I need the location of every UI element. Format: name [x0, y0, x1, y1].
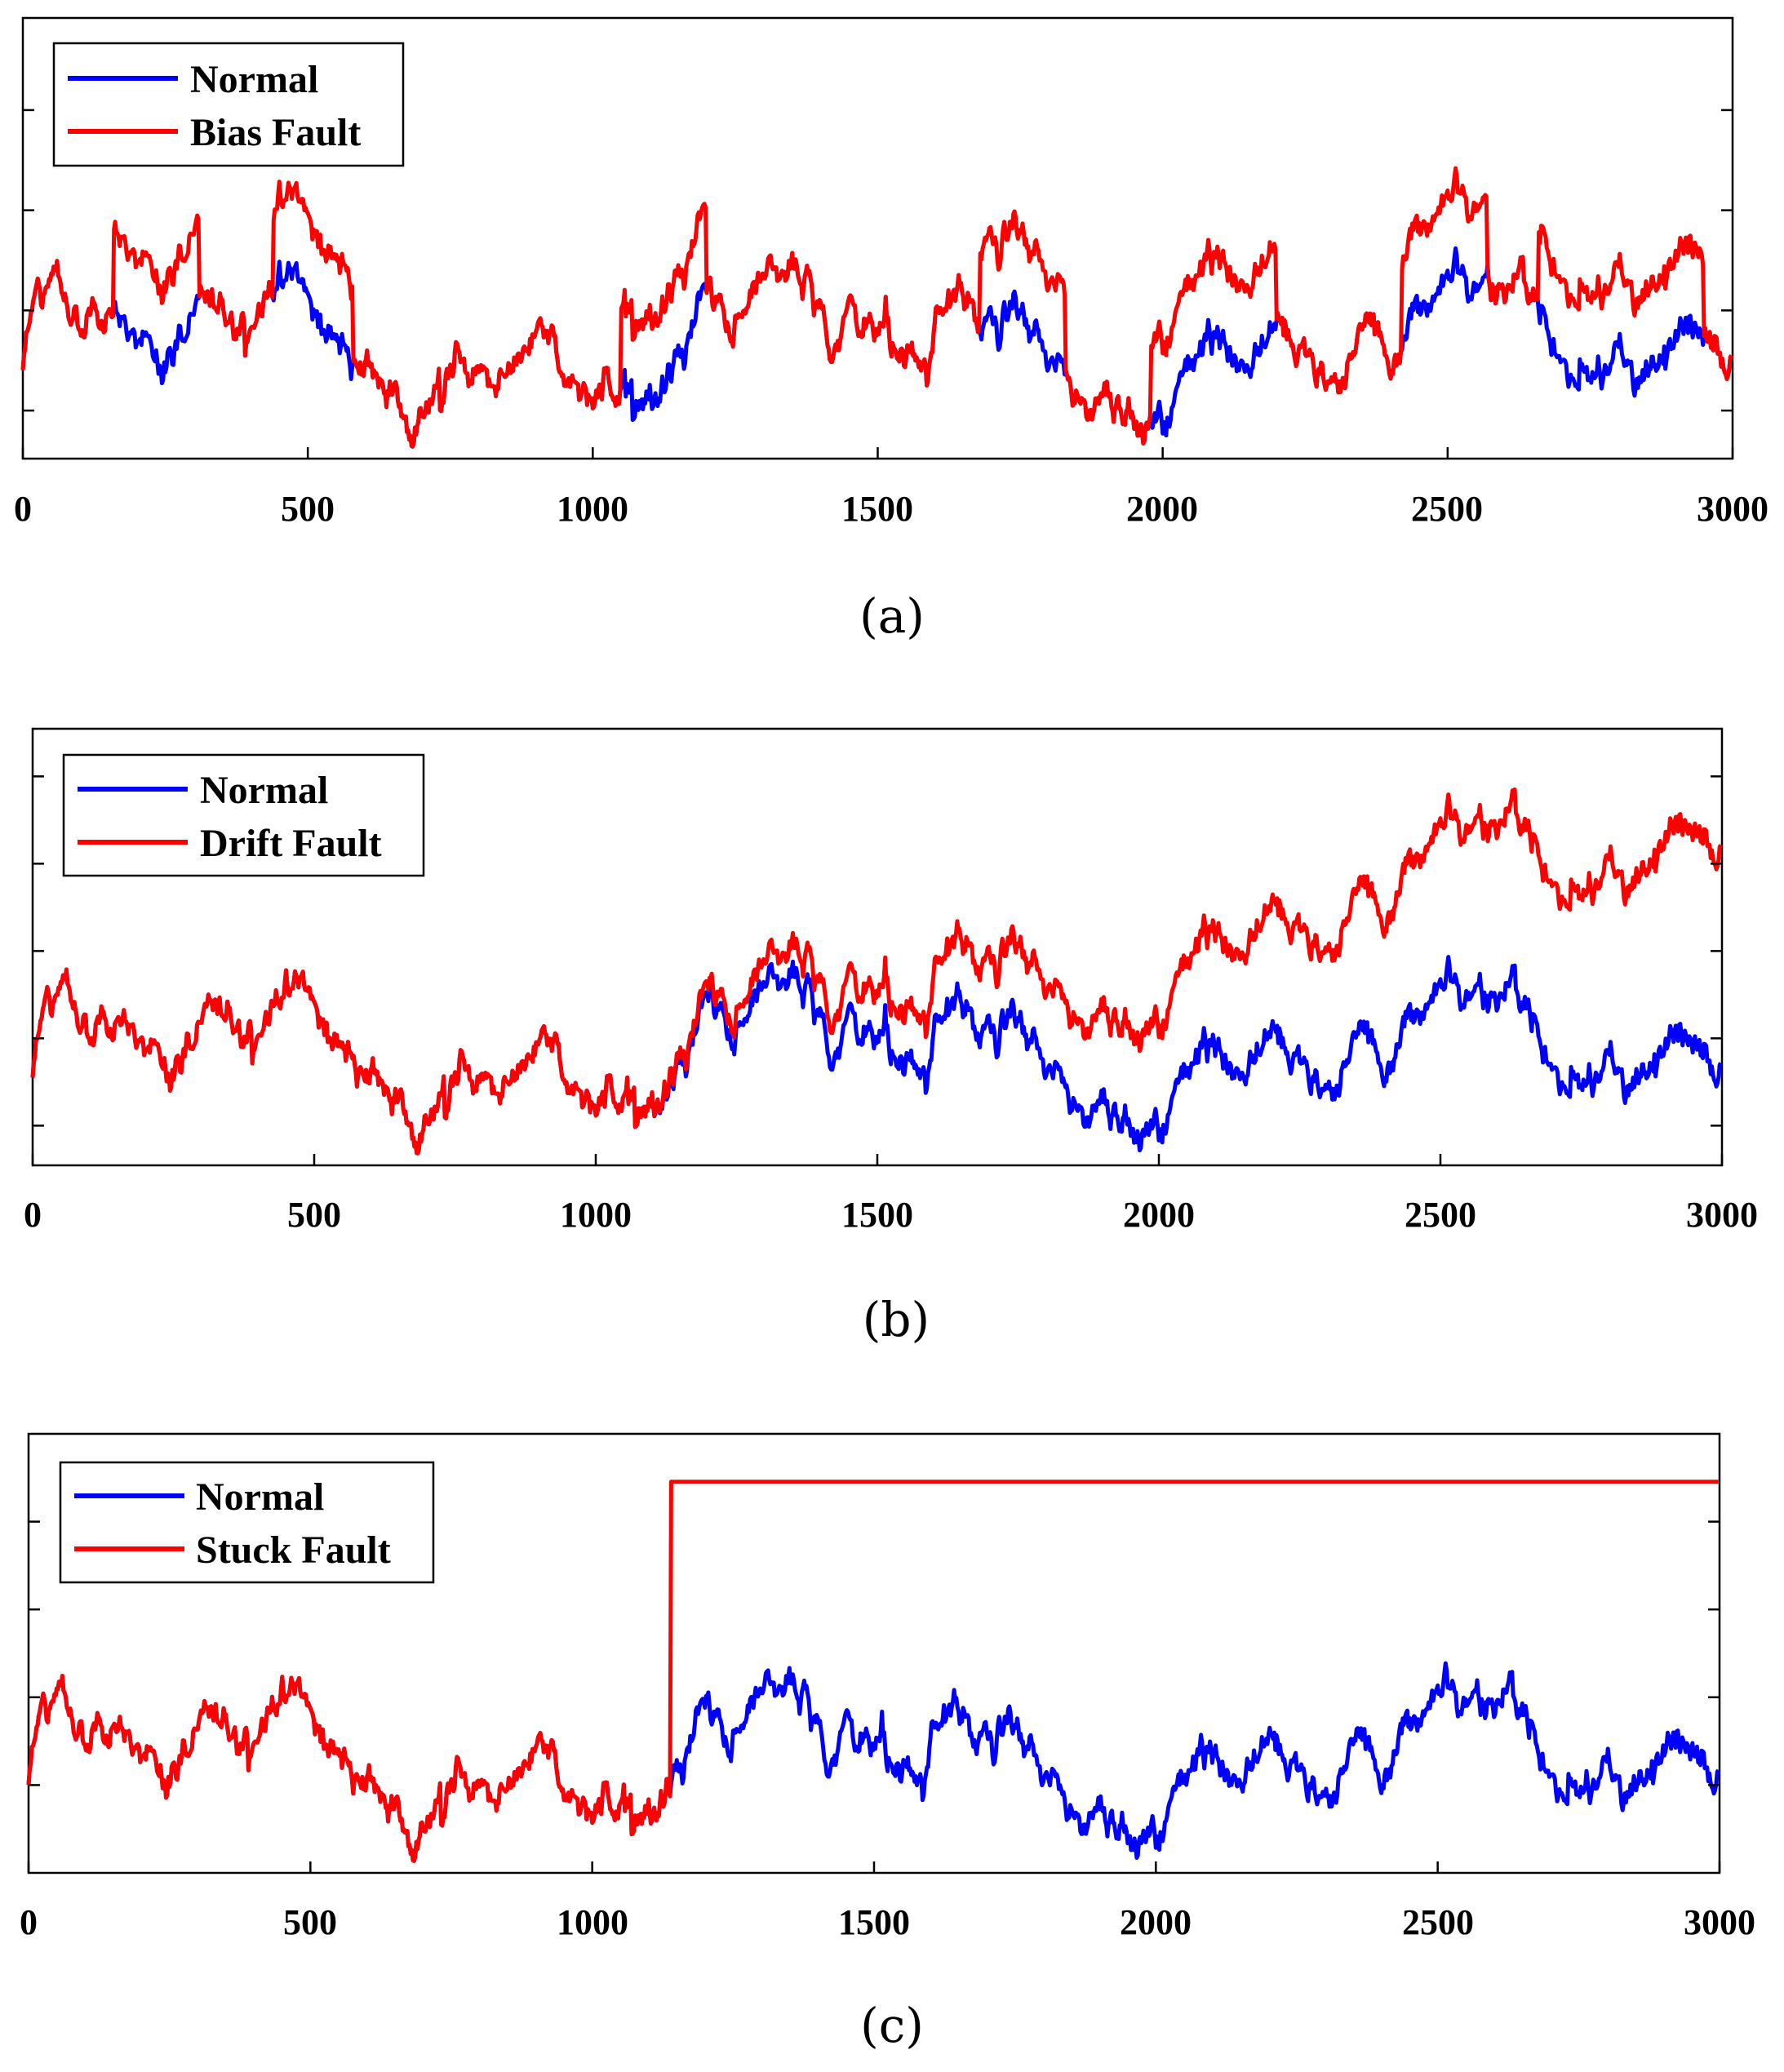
legend-label-fault: Bias Fault: [190, 111, 361, 154]
legend: Normal Bias Fault: [52, 42, 405, 167]
panel-caption: (a): [859, 588, 925, 644]
x-tick-label: 2500: [1411, 489, 1483, 529]
x-tick-label: 1000: [557, 1902, 628, 1942]
x-tick-labels: 0 500 1000 1500 2000 2500 3000: [14, 489, 1768, 529]
x-tick-label: 1500: [841, 489, 913, 529]
x-tick-label: 0: [24, 1195, 42, 1235]
x-tick-label: 0: [14, 489, 32, 529]
panel-caption: (b): [863, 1292, 930, 1347]
legend-label-normal: Normal: [196, 1475, 324, 1519]
x-tick-label: 2500: [1405, 1195, 1476, 1235]
series-line-fault: [26, 1480, 1720, 1863]
x-tick-label: 3000: [1686, 1195, 1758, 1235]
legend-label-normal: Normal: [200, 769, 328, 812]
legend-label-fault: Stuck Fault: [196, 1528, 391, 1572]
x-tick-label: 1500: [838, 1902, 910, 1942]
series-line-fault: [20, 166, 1733, 449]
legend: Normal Drift Fault: [62, 753, 425, 877]
x-tick-labels: 0 500 1000 1500 2000 2500 3000: [24, 1195, 1758, 1235]
x-tick-label: 500: [281, 489, 335, 529]
legend: Normal Stuck Fault: [59, 1461, 435, 1584]
legend-box: [59, 1461, 435, 1584]
panel-caption: (c): [860, 1998, 924, 2053]
x-tick-labels: 0 500 1000 1500 2000 2500 3000: [20, 1902, 1755, 1942]
x-tick-label: 0: [20, 1902, 38, 1942]
legend-label-fault: Drift Fault: [200, 822, 382, 865]
x-tick-label: 1500: [841, 1195, 913, 1235]
panel-a: 0 500 1000 1500 2000 2500 3000 Normal Bi…: [14, 16, 1768, 644]
x-tick-label: 3000: [1684, 1902, 1755, 1942]
x-tick-label: 3000: [1697, 489, 1768, 529]
x-tick-label: 500: [283, 1902, 337, 1942]
series-line-fault: [30, 787, 1723, 1156]
x-tick-label: 2000: [1120, 1902, 1192, 1942]
x-tick-label: 2500: [1402, 1902, 1474, 1942]
legend-box: [62, 753, 425, 877]
panel-c: 0 500 1000 1500 2000 2500 3000 Normal St…: [20, 1432, 1755, 2053]
legend-label-normal: Normal: [190, 58, 318, 101]
x-tick-label: 500: [287, 1195, 341, 1235]
legend-box: [52, 42, 405, 167]
x-tick-label: 1000: [557, 489, 628, 529]
panel-b: 0 500 1000 1500 2000 2500 3000 Normal Dr…: [24, 727, 1758, 1347]
x-tick-label: 2000: [1126, 489, 1198, 529]
x-tick-label: 2000: [1123, 1195, 1195, 1235]
x-tick-label: 1000: [560, 1195, 632, 1235]
